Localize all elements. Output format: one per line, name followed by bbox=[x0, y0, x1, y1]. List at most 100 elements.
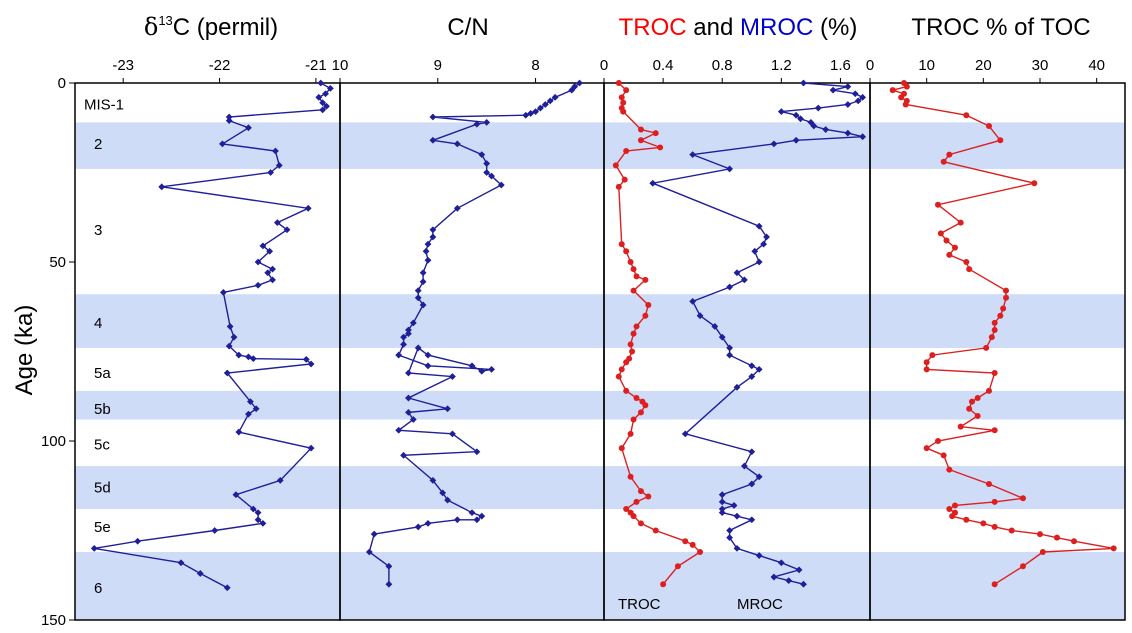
point-1-0-41 bbox=[424, 351, 432, 359]
point-1-0-19 bbox=[497, 181, 505, 189]
point-1-0-32 bbox=[405, 326, 412, 334]
point-3-0-51 bbox=[963, 516, 970, 523]
point-1-0-49 bbox=[395, 426, 403, 434]
d13c-delta-symbol: δ bbox=[144, 13, 158, 41]
point-3-0-8 bbox=[986, 122, 992, 129]
point-3-0-16 bbox=[943, 237, 950, 244]
point-1-0-64 bbox=[385, 562, 393, 570]
point-2-1-21 bbox=[755, 222, 763, 230]
point-2-1-34 bbox=[726, 351, 734, 359]
point-1-0-28 bbox=[414, 287, 422, 295]
point-0-0-43 bbox=[254, 509, 262, 516]
point-1-0-21 bbox=[429, 226, 437, 234]
point-2-1-26 bbox=[733, 269, 741, 277]
point-3-0-44 bbox=[986, 480, 992, 487]
point-0-0-10 bbox=[219, 140, 226, 148]
point-2-0-0 bbox=[615, 80, 622, 86]
point-1-0-56 bbox=[468, 509, 476, 516]
x-tick-label-3-3: 30 bbox=[1032, 57, 1049, 74]
point-0-0-30 bbox=[245, 353, 252, 361]
stage-label-0: MIS-1 bbox=[84, 96, 124, 113]
point-0-0-40 bbox=[276, 476, 284, 484]
point-1-0-10 bbox=[429, 113, 437, 121]
point-0-0-45 bbox=[259, 519, 267, 527]
point-1-0-61 bbox=[414, 523, 422, 531]
point-2-0-35 bbox=[637, 409, 644, 416]
point-1-0-13 bbox=[429, 136, 437, 144]
point-1-0-4 bbox=[546, 97, 554, 105]
point-3-0-41 bbox=[923, 445, 930, 452]
point-1-0-2 bbox=[568, 86, 576, 94]
point-2-1-27 bbox=[740, 276, 748, 284]
point-2-0-21 bbox=[645, 301, 652, 308]
point-1-0-58 bbox=[473, 516, 481, 524]
point-2-0-13 bbox=[615, 183, 622, 190]
stage-band-4 bbox=[75, 551, 1125, 620]
point-3-0-18 bbox=[946, 251, 953, 258]
point-2-1-8 bbox=[777, 108, 785, 116]
point-1-0-42 bbox=[414, 344, 422, 352]
point-2-0-51 bbox=[674, 563, 681, 570]
point-0-0-49 bbox=[177, 559, 185, 567]
point-1-0-8 bbox=[527, 110, 535, 117]
point-2-0-25 bbox=[627, 341, 634, 348]
point-0-0-39 bbox=[307, 444, 315, 452]
point-0-0-31 bbox=[249, 355, 257, 363]
stage-label-7: 5d bbox=[94, 480, 111, 497]
x-tick-label-3-1: 10 bbox=[918, 57, 935, 74]
point-2-0-50 bbox=[697, 548, 704, 555]
point-0-0-37 bbox=[245, 410, 252, 418]
point-0-0-4 bbox=[319, 99, 327, 107]
point-2-0-43 bbox=[623, 506, 630, 513]
point-3-0-56 bbox=[1054, 534, 1060, 541]
point-2-1-39 bbox=[681, 430, 689, 438]
point-1-0-36 bbox=[395, 351, 403, 359]
point-1-0-22 bbox=[429, 233, 437, 241]
point-2-0-19 bbox=[642, 276, 649, 283]
point-2-0-17 bbox=[630, 266, 637, 273]
point-3-0-42 bbox=[940, 452, 947, 459]
point-1-0-53 bbox=[429, 476, 437, 484]
point-3-0-28 bbox=[983, 344, 990, 351]
point-2-1-58 bbox=[785, 577, 793, 585]
point-0-0-26 bbox=[226, 323, 234, 330]
point-2-1-44 bbox=[718, 491, 726, 499]
point-3-0-24 bbox=[997, 312, 1004, 319]
point-2-0-37 bbox=[627, 430, 634, 437]
point-2-1-42 bbox=[755, 473, 763, 481]
point-2-1-6 bbox=[844, 101, 852, 108]
point-2-0-6 bbox=[637, 126, 644, 133]
y-tick-label-150: 150 bbox=[41, 612, 66, 629]
point-1-0-54 bbox=[439, 489, 447, 497]
x-tick-label-0-0: -23 bbox=[112, 57, 134, 74]
point-2-1-13 bbox=[822, 126, 830, 133]
point-0-0-7 bbox=[225, 113, 233, 121]
label-mroc: MROC bbox=[737, 596, 783, 613]
point-3-0-20 bbox=[966, 266, 973, 273]
point-2-0-16 bbox=[627, 259, 634, 265]
point-1-0-31 bbox=[409, 319, 417, 327]
point-2-1-18 bbox=[689, 151, 697, 158]
series-line-0-0 bbox=[94, 82, 332, 589]
point-2-1-50 bbox=[748, 516, 756, 524]
point-3-0-15 bbox=[937, 230, 944, 237]
x-tick-label-3-0: 0 bbox=[866, 57, 874, 74]
point-2-0-30 bbox=[615, 373, 622, 380]
point-2-0-12 bbox=[621, 176, 628, 183]
point-2-1-14 bbox=[844, 129, 852, 137]
point-2-0-32 bbox=[633, 395, 640, 402]
point-3-0-19 bbox=[963, 259, 970, 265]
point-3-0-17 bbox=[952, 244, 958, 251]
point-2-1-16 bbox=[792, 136, 800, 144]
point-3-0-29 bbox=[929, 352, 936, 359]
point-2-0-45 bbox=[630, 513, 637, 520]
point-2-1-38 bbox=[733, 383, 741, 391]
x-tick-label-0-1: -22 bbox=[209, 57, 231, 74]
point-1-0-24 bbox=[422, 247, 430, 255]
point-1-0-29 bbox=[414, 294, 422, 302]
point-2-0-8 bbox=[637, 137, 644, 144]
stage-label-5: 5b bbox=[94, 401, 111, 418]
point-1-0-35 bbox=[400, 340, 407, 348]
point-1-0-20 bbox=[453, 204, 461, 212]
point-3-0-21 bbox=[1003, 287, 1009, 294]
